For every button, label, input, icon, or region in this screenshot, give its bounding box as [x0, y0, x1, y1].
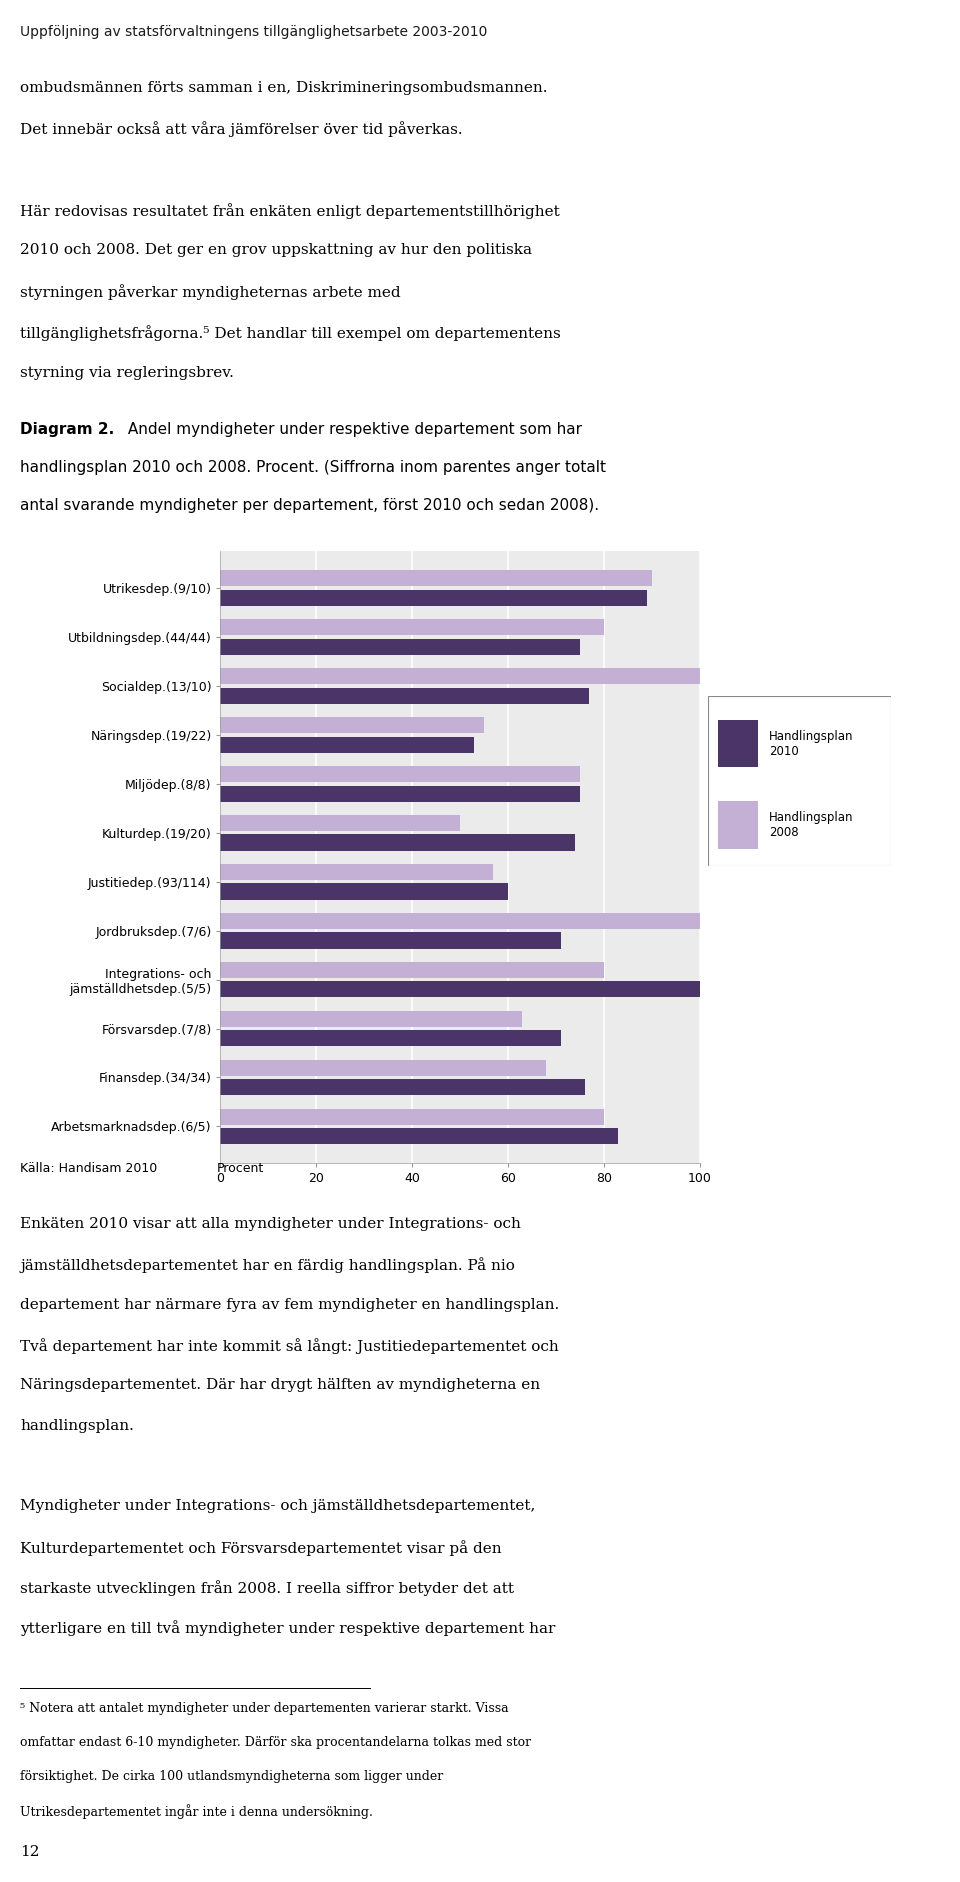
Text: ⁵ Notera att antalet myndigheter under departementen varierar starkt. Vissa: ⁵ Notera att antalet myndigheter under d… — [20, 1701, 509, 1715]
Bar — [220, 717, 484, 734]
Text: handlingsplan 2010 och 2008. Procent. (Siffrorna inom parentes anger totalt: handlingsplan 2010 och 2008. Procent. (S… — [20, 459, 606, 474]
Bar — [220, 766, 580, 783]
Bar — [220, 913, 700, 930]
Bar — [220, 668, 700, 685]
Bar — [220, 736, 474, 753]
Bar — [220, 883, 508, 900]
Text: Det innebär också att våra jämförelser över tid påverkas.: Det innebär också att våra jämförelser ö… — [20, 120, 463, 137]
Bar — [220, 815, 460, 832]
Bar — [220, 1029, 561, 1046]
Bar — [220, 864, 493, 881]
Bar — [220, 1060, 546, 1077]
Text: starkaste utvecklingen från 2008. I reella siffror betyder det att: starkaste utvecklingen från 2008. I reel… — [20, 1581, 515, 1596]
Text: Myndigheter under Integrations- och jämställdhetsdepartementet,: Myndigheter under Integrations- och jäms… — [20, 1500, 536, 1513]
Bar — [220, 1078, 585, 1095]
Bar — [220, 962, 604, 979]
Text: styrningen påverkar myndigheternas arbete med: styrningen påverkar myndigheternas arbet… — [20, 284, 400, 299]
Bar — [220, 1108, 604, 1125]
Bar — [718, 721, 757, 768]
Bar — [220, 932, 561, 949]
Text: departement har närmare fyra av fem myndigheter en handlingsplan.: departement har närmare fyra av fem mynd… — [20, 1299, 560, 1312]
Text: jämställdhetsdepartementet har en färdig handlingsplan. På nio: jämställdhetsdepartementet har en färdig… — [20, 1257, 515, 1274]
Bar — [220, 1011, 522, 1028]
Text: Diagram 2.: Diagram 2. — [20, 422, 114, 437]
Bar — [718, 802, 757, 849]
Text: Enkäten 2010 visar att alla myndigheter under Integrations- och: Enkäten 2010 visar att alla myndigheter … — [20, 1218, 521, 1231]
Text: försiktighet. De cirka 100 utlandsmyndigheterna som ligger under: försiktighet. De cirka 100 utlandsmyndig… — [20, 1769, 444, 1782]
Text: omfattar endast 6-10 myndigheter. Därför ska procentandelarna tolkas med stor: omfattar endast 6-10 myndigheter. Därför… — [20, 1735, 531, 1748]
Text: tillgänglighetsfrågorna.⁵ Det handlar till exempel om departementens: tillgänglighetsfrågorna.⁵ Det handlar ti… — [20, 326, 561, 341]
Text: ytterligare en till två myndigheter under respektive departement har: ytterligare en till två myndigheter unde… — [20, 1620, 556, 1635]
Text: handlingsplan.: handlingsplan. — [20, 1419, 134, 1432]
Bar — [220, 570, 652, 587]
Text: 2010 och 2008. Det ger en grov uppskattning av hur den politiska: 2010 och 2008. Det ger en grov uppskattn… — [20, 243, 532, 258]
Bar — [220, 981, 700, 997]
Bar — [220, 785, 580, 802]
Bar — [220, 638, 580, 655]
Text: Handlingsplan
2010: Handlingsplan 2010 — [769, 730, 853, 758]
Bar — [220, 619, 604, 636]
Text: Andel myndigheter under respektive departement som har: Andel myndigheter under respektive depar… — [124, 422, 583, 437]
Bar — [220, 589, 647, 606]
Text: antal svarande myndigheter per departement, först 2010 och sedan 2008).: antal svarande myndigheter per departeme… — [20, 499, 599, 514]
Text: Kulturdepartementet och Försvarsdepartementet visar på den: Kulturdepartementet och Försvarsdepartem… — [20, 1539, 502, 1556]
Bar — [220, 834, 575, 851]
Text: styrning via regleringsbrev.: styrning via regleringsbrev. — [20, 365, 234, 380]
Bar — [220, 1127, 618, 1144]
Text: Näringsdepartementet. Där har drygt hälften av myndigheterna en: Näringsdepartementet. Där har drygt hälf… — [20, 1378, 540, 1393]
Text: Procent: Procent — [217, 1161, 264, 1174]
Text: Två departement har inte kommit så långt: Justitiedepartementet och: Två departement har inte kommit så långt… — [20, 1338, 559, 1353]
Text: Utrikesdepartementet ingår inte i denna undersökning.: Utrikesdepartementet ingår inte i denna … — [20, 1803, 373, 1818]
Text: Här redovisas resultatet från enkäten enligt departementstillhörighet: Här redovisas resultatet från enkäten en… — [20, 203, 560, 218]
Text: Källa: Handisam 2010: Källa: Handisam 2010 — [20, 1161, 157, 1174]
Text: Uppföljning av statsförvaltningens tillgänglighetsarbete 2003-2010: Uppföljning av statsförvaltningens tillg… — [20, 24, 488, 40]
Text: 12: 12 — [20, 1844, 39, 1859]
Text: ombudsmännen förts samman i en, Diskrimineringsombudsmannen.: ombudsmännen förts samman i en, Diskrimi… — [20, 81, 547, 94]
Text: Handlingsplan
2008: Handlingsplan 2008 — [769, 811, 853, 839]
Bar — [220, 687, 589, 704]
